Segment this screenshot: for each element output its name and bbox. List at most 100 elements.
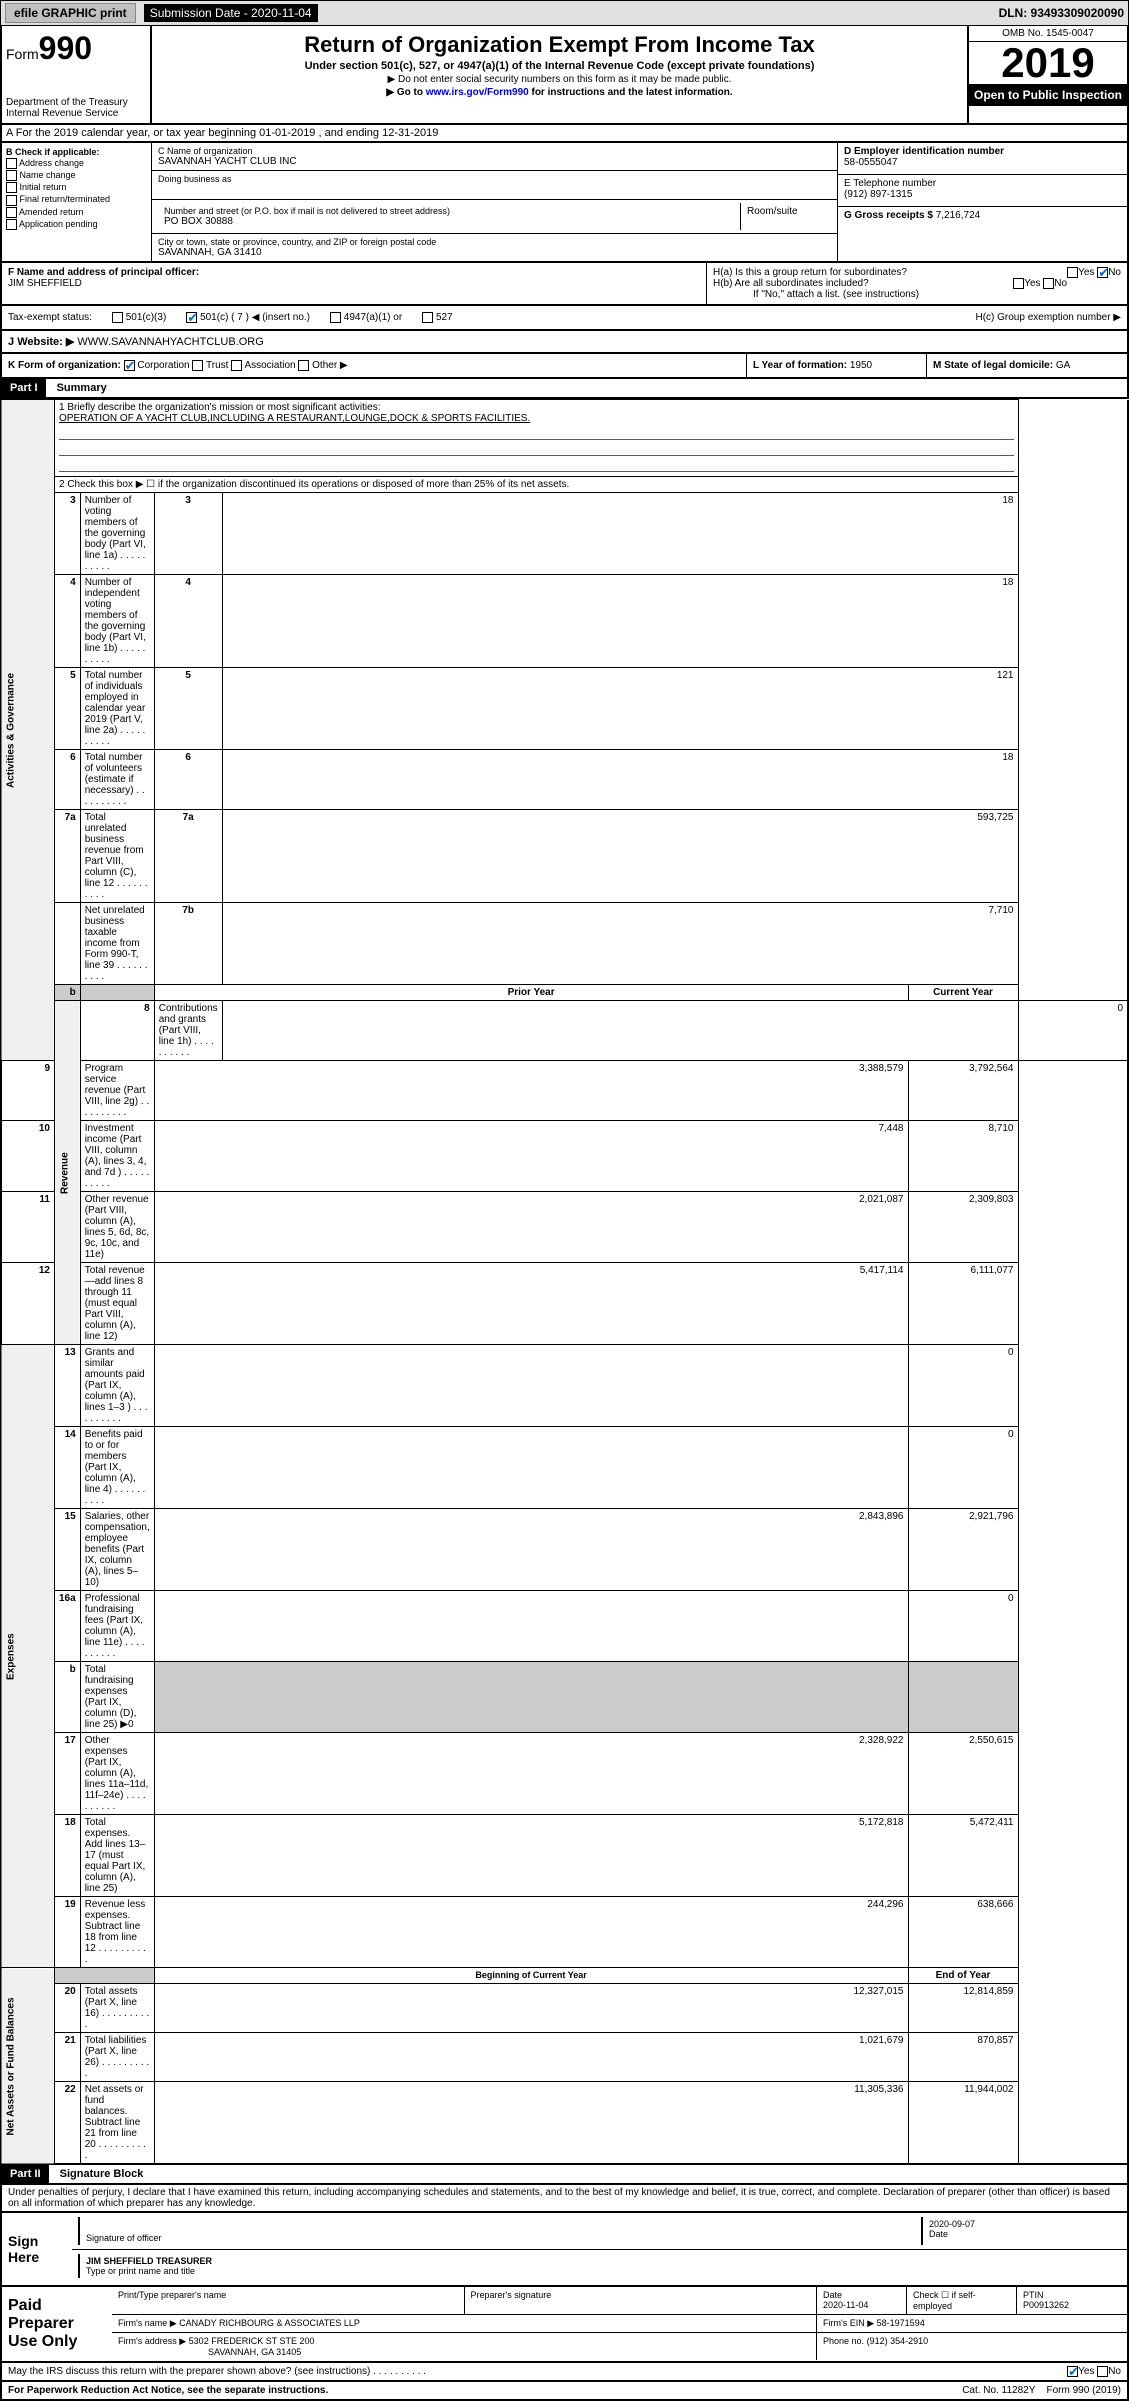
- line17-c: 2,550,615: [908, 1733, 1018, 1815]
- line11-c: 2,309,803: [908, 1192, 1018, 1263]
- checkbox-initial-return[interactable]: [6, 182, 17, 193]
- chk-527[interactable]: [422, 312, 433, 323]
- submission-date: Submission Date - 2020-11-04: [144, 4, 318, 22]
- line7a-desc: Total unrelated business revenue from Pa…: [80, 810, 154, 903]
- ha-yes[interactable]: [1067, 267, 1078, 278]
- line19-p: 244,296: [154, 1897, 908, 1968]
- end-year-header: End of Year: [908, 1968, 1018, 1984]
- line12-p: 5,417,114: [154, 1263, 908, 1345]
- discuss-label: May the IRS discuss this return with the…: [8, 2366, 426, 2377]
- line19-desc: Revenue less expenses. Subtract line 18 …: [80, 1897, 154, 1968]
- row-a: A For the 2019 calendar year, or tax yea…: [0, 125, 1129, 143]
- section-bcd: B Check if applicable: Address change Na…: [0, 143, 1129, 263]
- form-subtitle: Under section 501(c), 527, or 4947(a)(1)…: [156, 60, 963, 72]
- irs-link[interactable]: www.irs.gov/Form990: [426, 87, 529, 98]
- line17-p: 2,328,922: [154, 1733, 908, 1815]
- cat-no: Cat. No. 11282Y: [962, 2385, 1035, 2396]
- discuss-yes[interactable]: [1067, 2366, 1078, 2377]
- line14-desc: Benefits paid to or for members (Part IX…: [80, 1427, 154, 1509]
- chk-501c3[interactable]: [112, 312, 123, 323]
- firm-city: SAVANNAH, GA 31405: [118, 2347, 301, 2357]
- line21-c: 870,857: [908, 2033, 1018, 2082]
- officer-name: JIM SHEFFIELD: [8, 278, 82, 289]
- line16a-desc: Professional fundraising fees (Part IX, …: [80, 1591, 154, 1662]
- chk-501c[interactable]: [186, 312, 197, 323]
- line18-p: 5,172,818: [154, 1815, 908, 1897]
- line9-c: 3,792,564: [908, 1061, 1018, 1121]
- ha-no[interactable]: [1097, 267, 1108, 278]
- row-klm: K Form of organization: Corporation Trus…: [0, 354, 1129, 379]
- line5-val: 121: [222, 668, 1018, 750]
- discuss-no[interactable]: [1097, 2366, 1108, 2377]
- hb-note: If "No," attach a list. (see instruction…: [713, 289, 1121, 300]
- part1-header: Part I Summary: [0, 379, 1129, 399]
- line9-p: 3,388,579: [154, 1061, 908, 1121]
- paid-prep-label: Paid Preparer Use Only: [2, 2287, 112, 2361]
- line16a-c: 0: [908, 1591, 1018, 1662]
- city-label: City or town, state or province, country…: [158, 237, 831, 247]
- part2-label: Part II: [2, 2165, 49, 2183]
- year-formation: 1950: [850, 360, 872, 371]
- beg-year-header: Beginning of Current Year: [154, 1968, 908, 1984]
- row-tax-status: Tax-exempt status: 501(c)(3) 501(c) ( 7 …: [0, 306, 1129, 331]
- hb-no[interactable]: [1043, 278, 1054, 289]
- line21-desc: Total liabilities (Part X, line 26): [80, 2033, 154, 2082]
- line11-desc: Other revenue (Part VIII, column (A), li…: [80, 1192, 154, 1263]
- part1-label: Part I: [2, 379, 46, 397]
- checkbox-name-change[interactable]: [6, 170, 17, 181]
- ha-label: H(a) Is this a group return for subordin…: [713, 267, 907, 278]
- checkbox-app-pending[interactable]: [6, 219, 17, 230]
- line7b-val: 7,710: [222, 903, 1018, 985]
- box-b: B Check if applicable: Address change Na…: [2, 143, 152, 261]
- checkbox-amended[interactable]: [6, 207, 17, 218]
- part2-title: Signature Block: [52, 2168, 144, 2180]
- line10-c: 8,710: [908, 1121, 1018, 1192]
- tax-status-label: Tax-exempt status:: [8, 312, 92, 323]
- ptin: P00913262: [1023, 2300, 1069, 2310]
- form-number: 990: [39, 30, 92, 66]
- prep-date: 2020-11-04: [823, 2300, 868, 2310]
- website-label: Website: ▶: [17, 336, 74, 348]
- line5-desc: Total number of individuals employed in …: [80, 668, 154, 750]
- tax-year: 2019: [969, 42, 1127, 84]
- line6-desc: Total number of volunteers (estimate if …: [80, 750, 154, 810]
- footer: For Paperwork Reduction Act Notice, see …: [0, 2382, 1129, 2401]
- top-bar: efile GRAPHIC print Submission Date - 20…: [0, 0, 1129, 26]
- discuss-row: May the IRS discuss this return with the…: [0, 2363, 1129, 2382]
- chk-corp[interactable]: [124, 360, 135, 371]
- org-name-label: C Name of organization: [158, 146, 831, 156]
- line10-desc: Investment income (Part VIII, column (A)…: [80, 1121, 154, 1192]
- sign-here-block: Sign Here Signature of officer 2020-09-0…: [0, 2213, 1129, 2287]
- line17-desc: Other expenses (Part IX, column (A), lin…: [80, 1733, 154, 1815]
- line11-p: 2,021,087: [154, 1192, 908, 1263]
- hb-yes[interactable]: [1013, 278, 1024, 289]
- paperwork-notice: For Paperwork Reduction Act Notice, see …: [8, 2385, 328, 2396]
- line19-c: 638,666: [908, 1897, 1018, 1968]
- sig-date: 2020-09-07: [929, 2219, 975, 2229]
- dba-label: Doing business as: [158, 174, 831, 184]
- efile-label: efile GRAPHIC print: [5, 3, 136, 23]
- current-year-header: Current Year: [908, 985, 1018, 1001]
- checkbox-address-change[interactable]: [6, 158, 17, 169]
- net-label: Net Assets or Fund Balances: [1, 1968, 55, 2165]
- line12-c: 6,111,077: [908, 1263, 1018, 1345]
- chk-assoc[interactable]: [231, 360, 242, 371]
- line2: 2 Check this box ▶ ☐ if the organization…: [55, 477, 1019, 493]
- chk-4947[interactable]: [330, 312, 341, 323]
- form-header: Form990 Department of the Treasury Inter…: [0, 26, 1129, 125]
- checkbox-final-return[interactable]: [6, 195, 17, 206]
- chk-other[interactable]: [298, 360, 309, 371]
- dln: DLN: 93493309020090: [999, 6, 1124, 20]
- summary-table: Activities & Governance 1 Briefly descri…: [0, 399, 1129, 2165]
- firm-ein: 58-1971594: [877, 2318, 925, 2328]
- prep-sig-label: Preparer's signature: [471, 2290, 552, 2300]
- l-label: L Year of formation:: [753, 360, 847, 371]
- form-prefix: Form: [6, 46, 39, 62]
- line7b-desc: Net unrelated business taxable income fr…: [80, 903, 154, 985]
- line22-p: 11,305,336: [154, 2082, 908, 2165]
- prior-year-header: Prior Year: [154, 985, 908, 1001]
- chk-trust[interactable]: [192, 360, 203, 371]
- box-b-label: B Check if applicable:: [6, 147, 100, 157]
- phone-label: E Telephone number: [844, 178, 936, 189]
- gross-label: G Gross receipts $: [844, 210, 933, 221]
